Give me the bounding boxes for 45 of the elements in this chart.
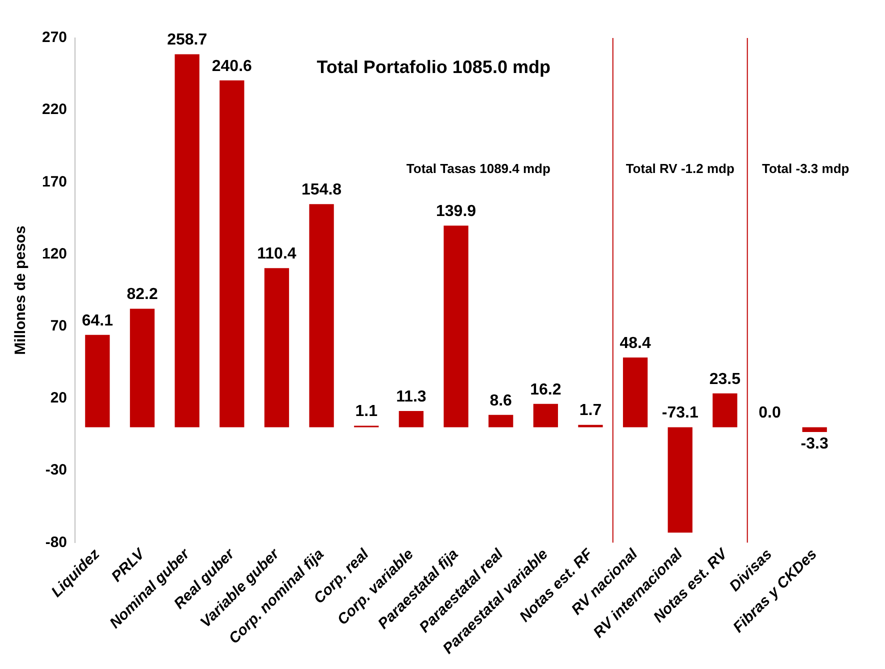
data-label: 110.4 (257, 246, 296, 263)
annotation: Total -3.3 mdp (762, 160, 850, 176)
data-label: 8.6 (490, 392, 512, 410)
y-axis-title: Millones de pesos (12, 226, 30, 355)
data-label: -73.1 (662, 404, 698, 422)
bar (622, 358, 648, 428)
y-tick-label: 220 (42, 101, 68, 118)
bar (85, 334, 110, 428)
y-tick-label: -80 (45, 534, 68, 551)
data-label: 23.5 (709, 370, 741, 388)
y-tick-label: 170 (42, 173, 68, 190)
data-label: -3.3 (800, 435, 828, 452)
bar (578, 424, 603, 428)
data-label: 154.8 (302, 182, 342, 198)
bar (444, 226, 468, 428)
bar (712, 393, 738, 428)
bar (130, 308, 155, 428)
bar (309, 204, 334, 428)
y-tick-label: 120 (42, 245, 68, 262)
data-label: 82.2 (126, 286, 158, 304)
bar (398, 410, 424, 428)
annotation: Total Portafolio 1085.0 mdp (316, 57, 550, 78)
data-label: 258.7 (167, 32, 208, 49)
data-label: 11.3 (396, 388, 426, 406)
annotation: Total Tasas 1089.4 mdp (406, 160, 550, 176)
bar (264, 268, 290, 428)
data-label: 16.2 (530, 381, 562, 398)
data-label: 240.6 (212, 58, 252, 75)
y-tick-label: 270 (42, 29, 68, 46)
y-tick-label: -30 (45, 462, 68, 479)
bar (174, 54, 200, 428)
data-label: 0.0 (758, 404, 781, 422)
data-label: 1.7 (579, 402, 602, 420)
data-label: 1.1 (355, 403, 378, 420)
bar (220, 80, 244, 428)
y-tick-label: 20 (50, 390, 68, 407)
bar (488, 414, 514, 428)
bar (802, 427, 827, 432)
data-label: 48.4 (620, 334, 651, 352)
data-label: 139.9 (436, 202, 476, 220)
bar (668, 427, 692, 533)
annotation: Total RV -1.2 mdp (626, 160, 734, 176)
data-label: 64.1 (82, 312, 114, 330)
bar (533, 404, 558, 428)
y-tick-label: 70 (50, 317, 68, 334)
